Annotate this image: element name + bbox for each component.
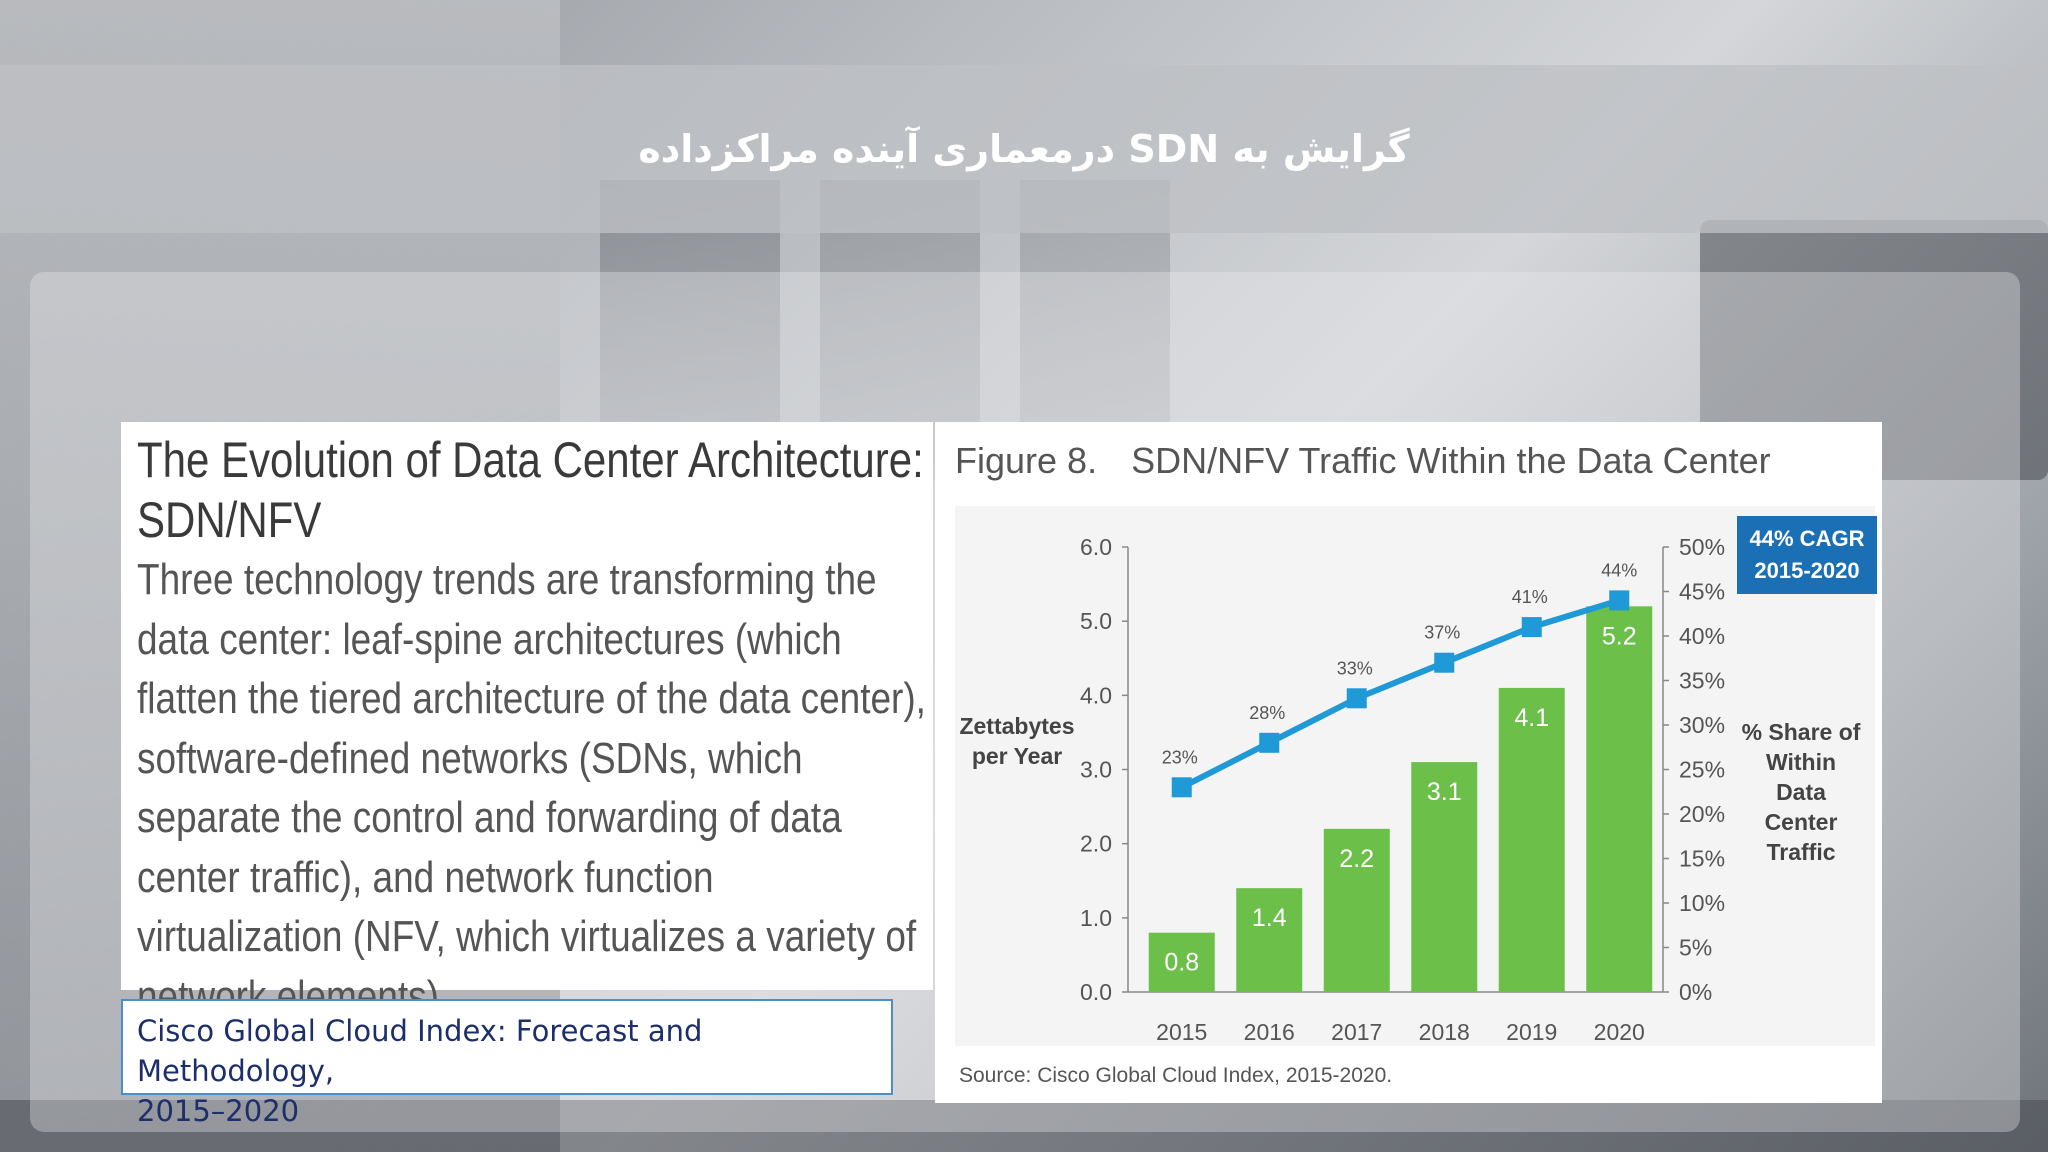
share-value-label: 44% [1601,560,1637,580]
left-axis-label: Zettabytes [959,713,1074,739]
bar-value-label: 3.1 [1427,778,1462,806]
share-point-2019 [1521,617,1542,638]
right-axis-label: Center [1765,809,1838,835]
panel-heading: The Evolution of Data Center Architectur… [137,432,924,548]
cagr-badge-label: 2015-2020 [1754,558,1859,583]
slide-title: گرایش به SDN درمعماری آینده مراکزداده [638,127,1410,171]
right-axis-tick-label: 30% [1679,712,1725,738]
x-axis-tick-label: 2017 [1331,1019,1382,1045]
traffic-chart: 0.0 1.0 2.0 3.0 4.0 5.0 6.0 0% 5% 10% 15% 20% 25% 30%… [959,516,1877,1045]
bar-value-label: 4.1 [1514,704,1549,732]
left-axis-label: per Year [972,743,1062,769]
cagr-badge [1737,516,1877,594]
right-axis-label: Data [1776,779,1826,805]
share-point-2015 [1171,777,1192,798]
right-axis-label: Within [1766,749,1836,775]
bar-value-label: 2.2 [1339,845,1374,873]
x-axis-tick-label: 2015 [1156,1019,1207,1045]
bar-2016 [1236,888,1303,992]
bar-2019 [1498,687,1565,992]
slide-title-band: گرایش به SDN درمعماری آینده مراکزداده [0,65,2048,233]
figure-caption: SDN/NFV Traffic Within the Data Center [1131,440,1771,481]
right-axis-tick-label: 25% [1679,757,1725,783]
share-value-label: 41% [1512,587,1548,607]
citation-line-1: Cisco Global Cloud Index: Forecast and M… [137,1014,703,1088]
x-axis-tick-label: 2016 [1244,1019,1295,1045]
bar-2020 [1586,606,1653,992]
citation-box: Cisco Global Cloud Index: Forecast and M… [121,999,893,1128]
left-axis-tick-label: 5.0 [1080,608,1112,634]
share-point-2016 [1259,732,1280,753]
share-point-2018 [1434,652,1455,673]
share-line [1180,597,1621,790]
figure-title: Figure 8. SDN/NFV Traffic Within the Data… [955,440,1771,482]
left-axis-tick-label: 1.0 [1080,905,1112,931]
left-axis-tick-label: 6.0 [1080,534,1112,560]
right-axis-tick-label: 0% [1679,979,1712,1005]
panel-body: Three technology trends are transforming… [137,555,926,1021]
right-axis-tick-label: 20% [1679,801,1725,827]
figure-panel: Figure 8. SDN/NFV Traffic Within the Data… [935,422,1882,1103]
share-value-label: 33% [1337,658,1373,678]
right-axis-tick-label: 35% [1679,668,1725,694]
left-axis-tick-label: 2.0 [1080,831,1112,857]
right-axis-tick-label: 40% [1679,623,1725,649]
left-axis-tick-label: 0.0 [1080,979,1112,1005]
figure-source: Source: Cisco Global Cloud Index, 2015-2… [959,1064,1393,1087]
bar-value-label: 5.2 [1602,622,1637,650]
bar-value-label: 0.8 [1164,949,1199,977]
left-axis-tick-label: 4.0 [1080,682,1112,708]
bar-2015 [1148,932,1215,992]
background-floor [0,1100,2048,1152]
right-axis-tick-label: 15% [1679,846,1725,872]
right-axis-label: % Share of [1742,719,1861,745]
figure-number: Figure 8. [955,440,1098,481]
bar-value-label: 1.4 [1252,904,1287,932]
share-point-2017 [1346,688,1367,709]
cagr-badge-label: 44% CAGR [1750,526,1865,551]
x-axis-tick-label: 2020 [1594,1019,1645,1045]
right-axis-tick-label: 50% [1679,534,1725,560]
text-panel: The Evolution of Data Center Architectur… [121,422,933,1021]
share-point-2020 [1609,590,1630,611]
bar-2017 [1323,828,1390,992]
citation-line-2: 2015–2020 [137,1094,300,1128]
share-value-label: 37% [1424,623,1460,643]
share-value-label: 28% [1249,703,1285,723]
bar-2018 [1411,762,1478,992]
right-axis-label: Traffic [1766,839,1835,865]
right-axis-tick-label: 10% [1679,890,1725,916]
x-axis-tick-label: 2019 [1506,1019,1557,1045]
right-axis-tick-label: 5% [1679,935,1712,961]
right-axis-tick-label: 45% [1679,579,1725,605]
x-axis-tick-label: 2018 [1419,1019,1470,1045]
share-value-label: 23% [1162,747,1198,767]
left-axis-tick-label: 3.0 [1080,757,1112,783]
